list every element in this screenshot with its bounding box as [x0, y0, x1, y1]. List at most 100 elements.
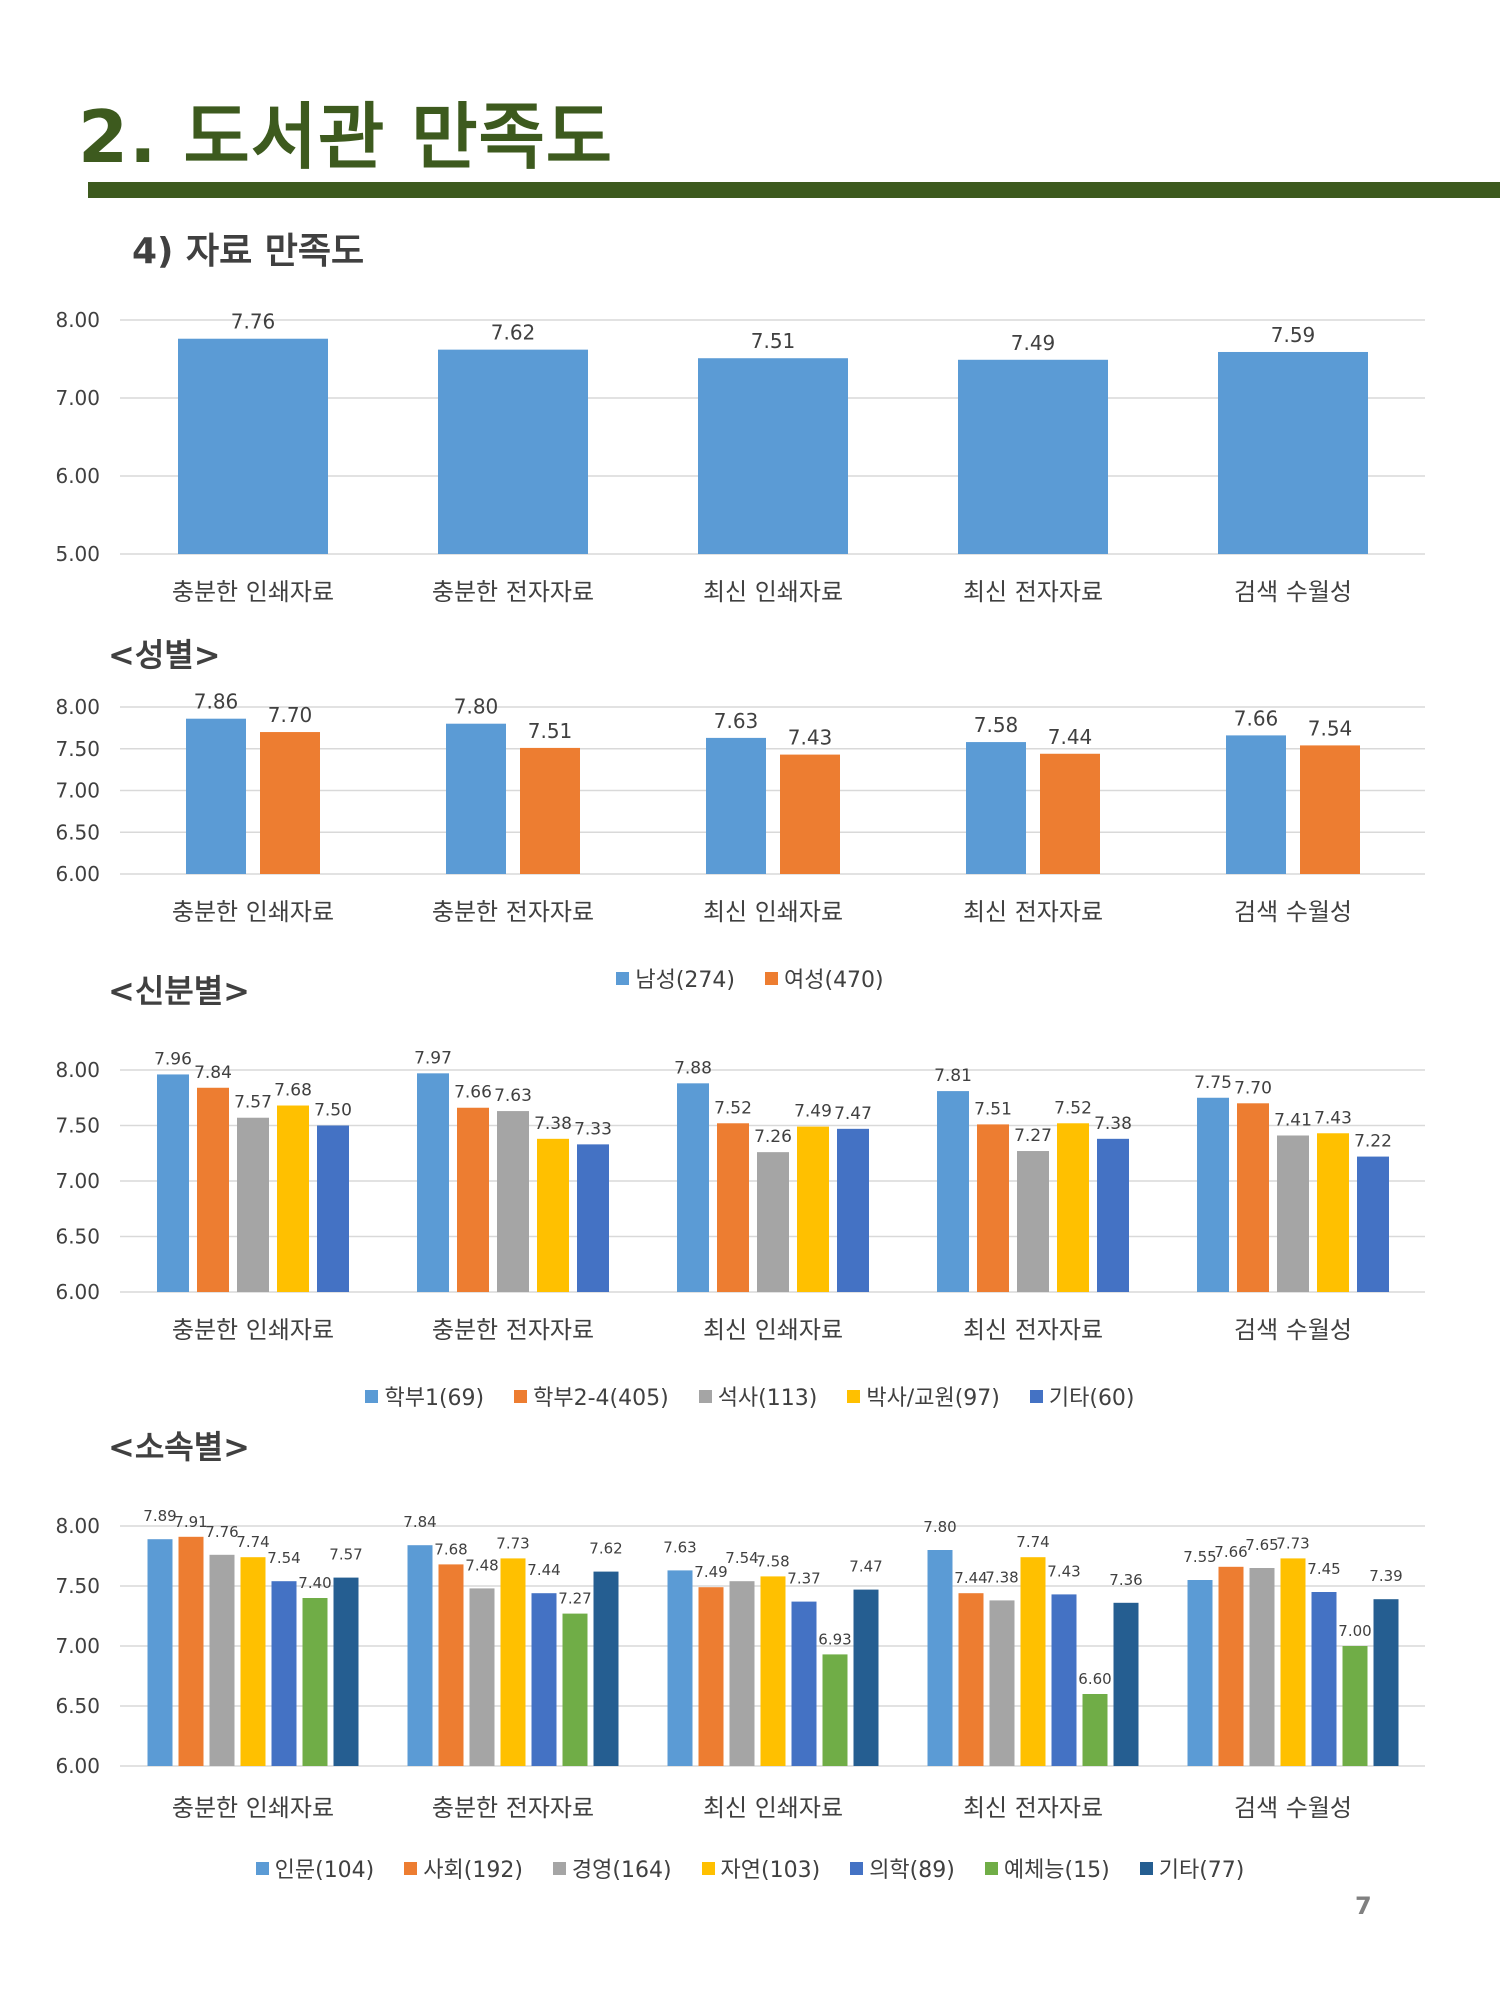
- data-label: 7.38: [534, 1114, 572, 1134]
- data-label: 7.33: [574, 1119, 612, 1139]
- y-tick-label: 6.00: [55, 1754, 100, 1778]
- y-tick-label: 5.00: [55, 542, 100, 566]
- y-tick-label: 7.00: [55, 1634, 100, 1658]
- legend-item: 사회(192): [404, 1852, 523, 1884]
- data-label: 7.84: [403, 1513, 436, 1531]
- legend-swatch: [552, 1861, 566, 1875]
- data-label: 7.44: [1048, 725, 1093, 749]
- legend-item: 석사(113): [698, 1380, 818, 1412]
- bar: [1311, 1592, 1337, 1766]
- legend-item: 자연(103): [701, 1852, 820, 1884]
- bar: [667, 1570, 693, 1766]
- bar: [209, 1554, 235, 1766]
- category-label: 검색 수월성: [1234, 578, 1352, 606]
- bar: [977, 1124, 1009, 1292]
- legend-item: 학부1(69): [365, 1380, 484, 1412]
- data-label: 7.44: [954, 1569, 987, 1587]
- category-label: 최신 전자자료: [963, 898, 1103, 926]
- category-label: 최신 인쇄자료: [703, 898, 843, 926]
- legend-swatch: [365, 1389, 379, 1403]
- bar: [186, 718, 246, 874]
- data-label: 7.76: [231, 310, 276, 334]
- legend-swatch: [616, 971, 630, 985]
- legend-item: 학부2-4(405): [514, 1380, 669, 1412]
- legend-swatch: [850, 1861, 864, 1875]
- data-label: 7.51: [528, 719, 573, 743]
- y-tick-label: 7.50: [55, 1114, 100, 1138]
- data-label: 7.63: [494, 1086, 532, 1106]
- page-title: 2. 도서관 만족도: [78, 95, 614, 179]
- data-label: 7.58: [756, 1552, 789, 1570]
- data-label: 7.22: [1354, 1132, 1392, 1152]
- data-label: 7.97: [414, 1048, 452, 1068]
- bar: [717, 1123, 749, 1292]
- data-label: 6.93: [818, 1630, 851, 1648]
- bar: [706, 737, 766, 874]
- bar: [1097, 1138, 1129, 1292]
- legend-label: 예체능(15): [1003, 1858, 1110, 1883]
- data-label: 7.76: [205, 1523, 238, 1541]
- category-label: 충분한 전자자료: [432, 578, 594, 606]
- y-tick-label: 7.00: [55, 779, 100, 803]
- bar: [178, 1536, 204, 1766]
- bar: [1197, 1097, 1229, 1292]
- y-tick-label: 8.00: [55, 695, 100, 719]
- legend-item: 인문(104): [255, 1852, 374, 1884]
- data-label: 7.26: [754, 1127, 792, 1147]
- data-label: 7.55: [1183, 1548, 1216, 1566]
- category-label: 검색 수월성: [1234, 1794, 1352, 1822]
- bar: [1373, 1599, 1399, 1766]
- bar: [698, 1587, 724, 1766]
- y-tick-label: 8.00: [55, 1058, 100, 1082]
- legend-swatch: [698, 1389, 712, 1403]
- bar: [822, 1654, 848, 1766]
- legend-item: 예체능(15): [984, 1852, 1110, 1884]
- bar: [562, 1613, 588, 1766]
- affiliation-satisfaction-chart: 6.006.507.007.508.00 7.897.917.767.747.54…: [55, 1507, 1425, 1822]
- data-label: 7.38: [985, 1568, 1018, 1586]
- category-label: 최신 전자자료: [963, 578, 1103, 606]
- data-label: 7.39: [1369, 1567, 1402, 1585]
- data-label: 7.47: [849, 1558, 882, 1576]
- data-label: 7.38: [1094, 1114, 1132, 1134]
- data-label: 7.73: [1276, 1534, 1309, 1552]
- data-label: 7.54: [725, 1549, 758, 1567]
- legend-label: 석사(113): [717, 1386, 818, 1411]
- legend-swatch: [514, 1389, 528, 1403]
- data-label: 7.44: [527, 1561, 560, 1579]
- bar: [1218, 351, 1368, 554]
- bar: [317, 1125, 349, 1292]
- bar: [966, 742, 1026, 874]
- bar: [1357, 1156, 1389, 1292]
- bar: [989, 1600, 1015, 1766]
- category-label: 최신 전자자료: [963, 1794, 1103, 1822]
- category-label: 검색 수월성: [1234, 898, 1352, 926]
- legend-label: 박사/교원(97): [866, 1386, 1000, 1411]
- bar: [837, 1128, 869, 1292]
- data-label: 7.66: [454, 1083, 492, 1103]
- category-label: 검색 수월성: [1234, 1316, 1352, 1344]
- data-label: 7.62: [491, 321, 536, 345]
- status-satisfaction-chart: 6.006.507.007.508.00 7.967.847.577.687.50…: [55, 1048, 1425, 1344]
- data-label: 7.91: [174, 1513, 207, 1531]
- bar: [937, 1091, 969, 1292]
- data-label: 7.68: [434, 1540, 467, 1558]
- data-label: 7.63: [714, 709, 759, 733]
- bar: [457, 1107, 489, 1292]
- bar: [757, 1152, 789, 1292]
- data-label: 7.54: [1308, 716, 1353, 740]
- y-tick-label: 6.50: [55, 1225, 100, 1249]
- data-label: 7.27: [558, 1590, 591, 1608]
- data-label: 7.62: [589, 1540, 622, 1558]
- bar: [1113, 1602, 1139, 1766]
- legend-swatch: [701, 1861, 715, 1875]
- bar: [157, 1074, 189, 1292]
- y-tick-label: 8.00: [55, 308, 100, 332]
- bar: [791, 1601, 817, 1766]
- data-label: 7.66: [1214, 1543, 1247, 1561]
- gender-satisfaction-chart: 6.00 6.50 7.00 7.50 8.00 7.86 7.70 충분한 인쇄자료 7.80…: [55, 690, 1425, 926]
- data-label: 7.58: [974, 713, 1019, 737]
- data-label: 7.37: [787, 1570, 820, 1588]
- data-label: 7.70: [1234, 1078, 1272, 1098]
- bar: [178, 338, 328, 554]
